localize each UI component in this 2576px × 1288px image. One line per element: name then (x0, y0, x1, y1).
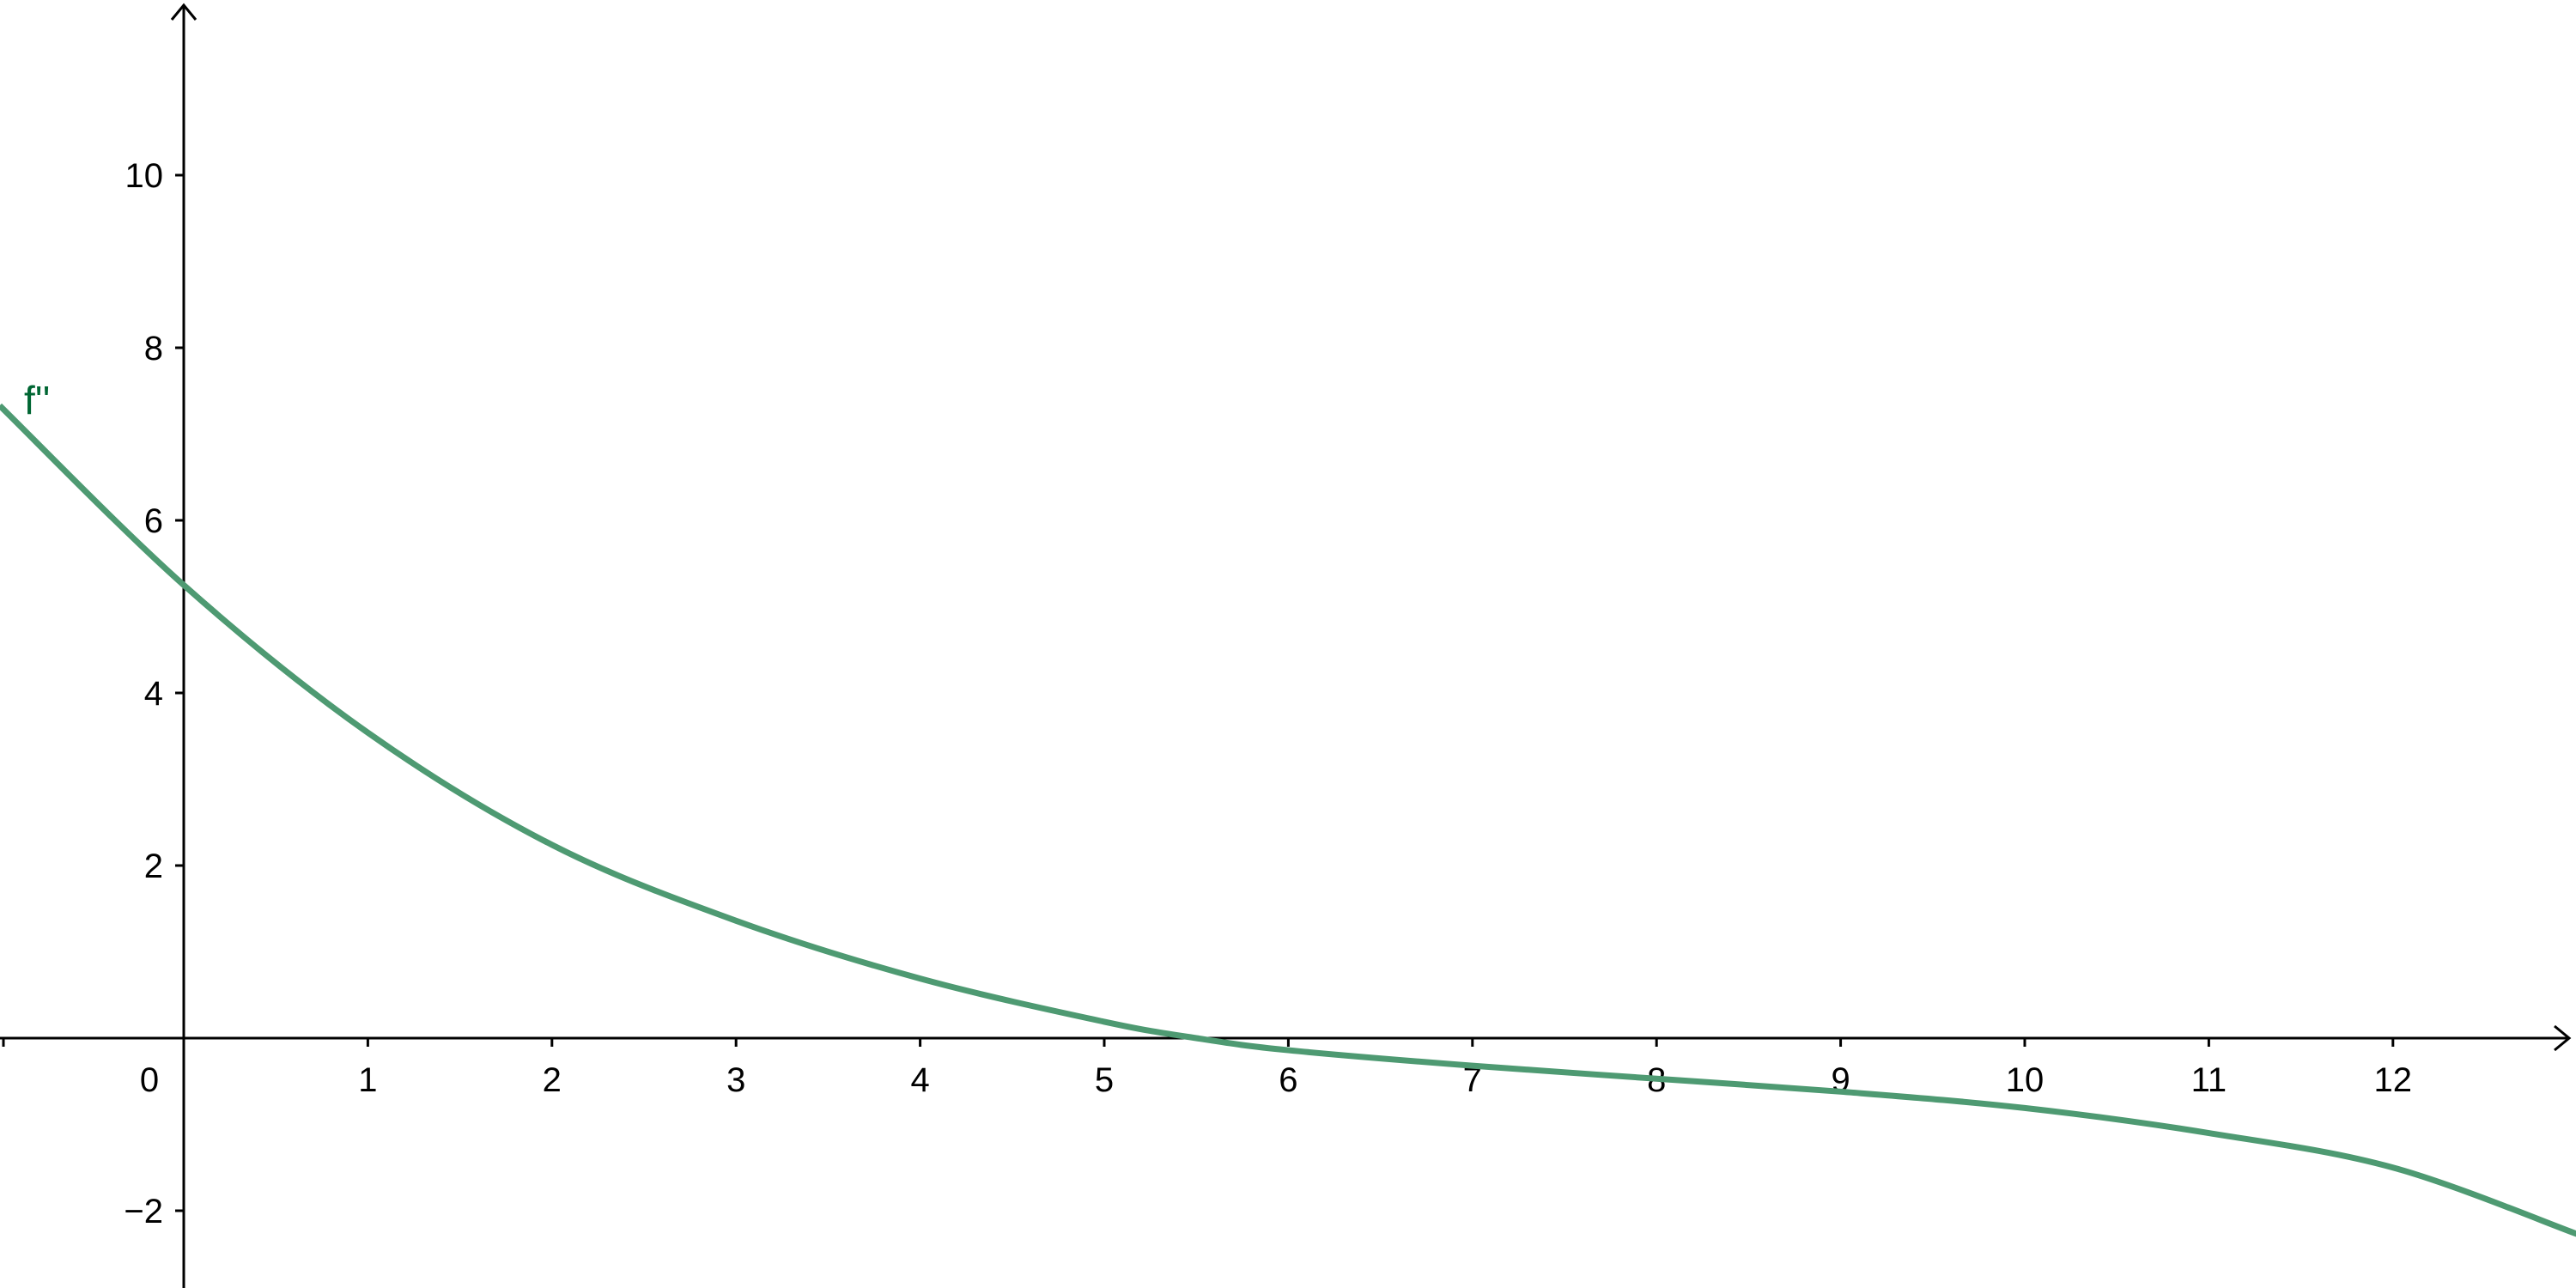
y-tick-label: 8 (144, 330, 163, 368)
y-tick-label: 2 (144, 848, 163, 885)
y-tick-label: −2 (124, 1193, 163, 1230)
x-tick-label: 3 (726, 1061, 745, 1099)
x-tick-label: 7 (1463, 1061, 1482, 1099)
x-tick-label: 6 (1279, 1061, 1297, 1099)
y-axis-arrow (170, 3, 197, 21)
y-tick-label: 4 (144, 675, 163, 713)
x-tick-label: 1 (358, 1061, 377, 1099)
x-tick-label: 11 (2191, 1061, 2227, 1099)
y-tick-label: 10 (125, 157, 164, 195)
x-tick-label: 12 (2374, 1061, 2413, 1099)
y-tick-label: 6 (144, 502, 163, 540)
x-tick-label: 4 (910, 1061, 929, 1099)
x-tick-label: 10 (2006, 1061, 2044, 1099)
series-label: f'' (24, 378, 50, 422)
axes (0, 3, 2572, 1288)
x-tick-label: 0 (140, 1061, 159, 1099)
x-tick-label: 2 (543, 1061, 562, 1099)
series-line-f-second-derivative (0, 403, 2576, 1237)
x-tick-label: 5 (1095, 1061, 1114, 1099)
x-axis-arrow (2554, 1024, 2572, 1052)
